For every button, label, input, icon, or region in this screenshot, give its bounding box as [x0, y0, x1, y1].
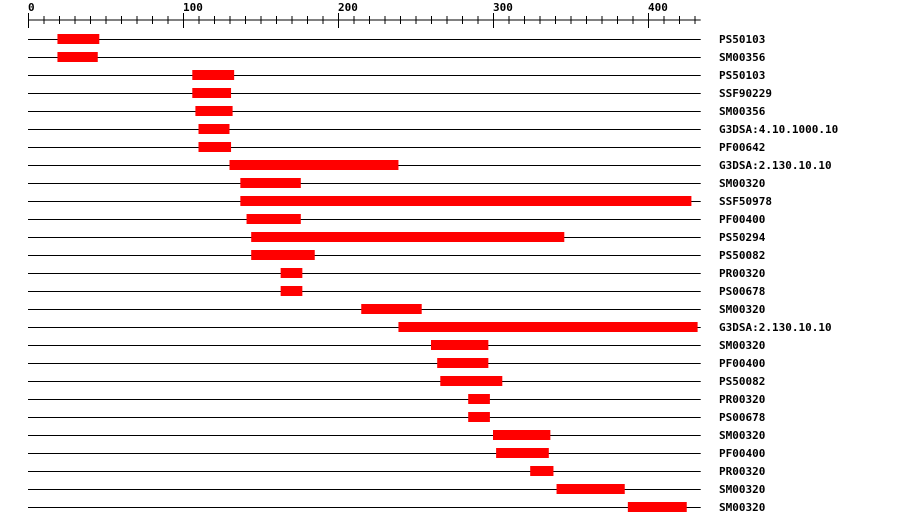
domain-bar[interactable]: [627, 502, 687, 512]
domain-row: PF00400: [28, 447, 765, 460]
domain-bar[interactable]: [192, 70, 235, 80]
tick-label: 300: [493, 1, 513, 14]
domain-row: G3DSA:4.10.1000.10: [28, 123, 838, 136]
domain-bar[interactable]: [468, 394, 490, 404]
domain-row: PS00678: [28, 411, 765, 424]
domain-label: PF00400: [719, 357, 765, 370]
domain-row: SM00356: [28, 51, 766, 64]
domain-row: SM00320: [28, 303, 765, 316]
domain-label: SM00320: [719, 501, 765, 514]
domain-row: PF00400: [28, 213, 765, 226]
domain-row: PS50082: [28, 375, 765, 388]
domain-row: G3DSA:2.130.10.10: [28, 321, 832, 334]
tick-label: 200: [338, 1, 358, 14]
domain-label: SM00320: [719, 339, 765, 352]
domain-row: SM00320: [28, 483, 765, 496]
domain-label: PS50294: [719, 231, 766, 244]
domain-bar[interactable]: [251, 232, 565, 242]
domain-bar[interactable]: [398, 322, 698, 332]
tick-label: 400: [648, 1, 668, 14]
domain-label: SM00320: [719, 483, 765, 496]
domain-label: PR00320: [719, 393, 765, 406]
domain-bar[interactable]: [437, 358, 489, 368]
domain-label: G3DSA:2.130.10.10: [719, 159, 832, 172]
domain-label: G3DSA:4.10.1000.10: [719, 123, 838, 136]
domain-label: G3DSA:2.130.10.10: [719, 321, 832, 334]
domain-bar[interactable]: [361, 304, 422, 314]
domain-bar[interactable]: [192, 88, 232, 98]
tick-label: 0: [28, 1, 35, 14]
domain-bar[interactable]: [57, 52, 98, 62]
domain-row: PR00320: [28, 267, 765, 280]
domain-row: PR00320: [28, 393, 765, 406]
domain-bar[interactable]: [57, 34, 100, 44]
domain-row: PS50082: [28, 249, 765, 262]
domain-row: PF00642: [28, 141, 765, 154]
domain-label: SM00356: [719, 105, 766, 118]
domain-row: SSF50978: [28, 195, 772, 208]
domain-row: SSF90229: [28, 87, 772, 100]
domain-bar[interactable]: [229, 160, 399, 170]
domain-row: PS00678: [28, 285, 765, 298]
domain-label: SSF90229: [719, 87, 772, 100]
domain-label: PR00320: [719, 267, 765, 280]
domain-bar[interactable]: [198, 142, 232, 152]
domain-label: PF00400: [719, 213, 765, 226]
domain-row: PS50103: [28, 69, 765, 82]
domain-bar[interactable]: [195, 106, 233, 116]
domain-bar[interactable]: [198, 124, 230, 134]
tick-label: 100: [183, 1, 203, 14]
domain-bar[interactable]: [431, 340, 489, 350]
domain-bar[interactable]: [493, 430, 551, 440]
domain-row: PS50103: [28, 33, 765, 46]
domain-row: SM00320: [28, 429, 765, 442]
domain-label: PS50082: [719, 375, 765, 388]
domain-row: SM00320: [28, 501, 765, 514]
domain-label: SSF50978: [719, 195, 772, 208]
domain-bar[interactable]: [468, 412, 490, 422]
domain-row: PR00320: [28, 465, 765, 478]
domain-bar[interactable]: [240, 196, 692, 206]
domain-row: SM00356: [28, 105, 766, 118]
domain-label: PF00642: [719, 141, 765, 154]
ruler-axis: 0 100 200 300 400: [28, 1, 701, 28]
domain-row: SM00320: [28, 339, 765, 352]
domain-label: PS50103: [719, 69, 765, 82]
domain-bar[interactable]: [280, 286, 303, 296]
domain-bar[interactable]: [240, 178, 301, 188]
domain-bar[interactable]: [251, 250, 315, 260]
domain-label: SM00320: [719, 177, 765, 190]
domain-bar[interactable]: [246, 214, 301, 224]
domain-label: SM00356: [719, 51, 766, 64]
domain-label: PR00320: [719, 465, 765, 478]
domain-row: PS50294: [28, 231, 766, 244]
domain-label: PS00678: [719, 411, 765, 424]
domain-bar[interactable]: [280, 268, 303, 278]
domain-label: PF00400: [719, 447, 765, 460]
domain-label: PS00678: [719, 285, 765, 298]
domain-label: SM00320: [719, 303, 765, 316]
domain-label: PS50103: [719, 33, 765, 46]
domain-row: PF00400: [28, 357, 765, 370]
domain-bar[interactable]: [530, 466, 554, 476]
domain-row: SM00320: [28, 177, 765, 190]
domain-label: PS50082: [719, 249, 765, 262]
domain-bar[interactable]: [440, 376, 503, 386]
domain-bar[interactable]: [556, 484, 625, 494]
domain-rows: PS50103 SM00356 PS50103 SSF90229 SM00356 G3DS…: [28, 33, 838, 514]
domain-bar[interactable]: [496, 448, 549, 458]
domain-row: G3DSA:2.130.10.10: [28, 159, 832, 172]
domain-label: SM00320: [719, 429, 765, 442]
